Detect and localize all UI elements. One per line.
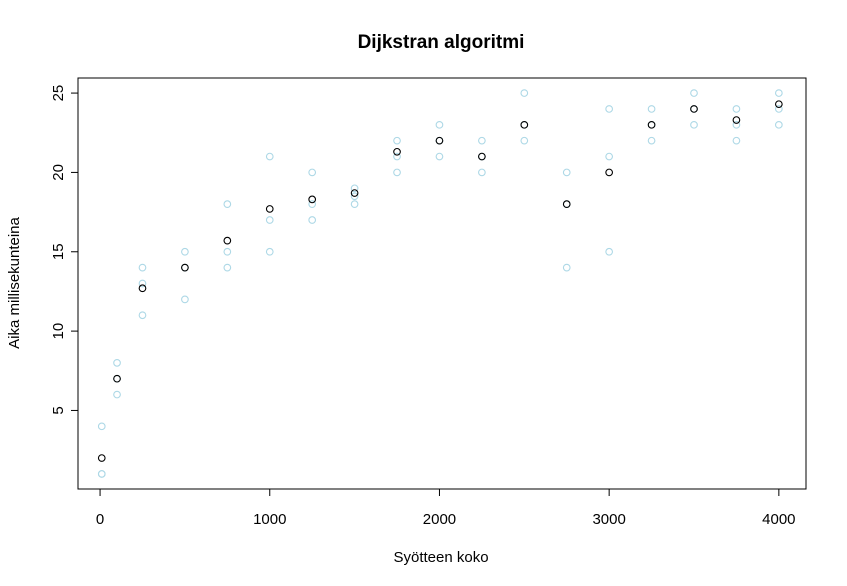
data-point — [181, 263, 189, 272]
data-point — [562, 263, 571, 272]
y-tick-label: 10 — [50, 323, 67, 340]
data-point — [393, 152, 401, 161]
data-point — [308, 195, 317, 204]
data-point — [393, 136, 401, 145]
series-1 — [97, 89, 783, 431]
data-point — [732, 116, 741, 124]
data-point — [393, 147, 401, 156]
y-tick-label: 20 — [50, 164, 67, 181]
data-point — [350, 189, 359, 197]
data-point — [478, 152, 486, 161]
data-point — [350, 200, 359, 209]
plot-frame — [77, 77, 807, 490]
data-point — [774, 89, 783, 97]
data-point — [265, 205, 274, 213]
data-point — [690, 105, 698, 113]
data-point — [732, 105, 741, 113]
data-point — [138, 263, 147, 272]
data-point — [774, 100, 783, 109]
x-axis-label: Syötteen koko — [393, 549, 488, 566]
data-point — [732, 136, 741, 145]
data-point — [690, 120, 698, 129]
data-point — [478, 168, 486, 177]
data-point — [223, 247, 232, 256]
data-point — [138, 279, 147, 288]
data-point — [181, 247, 189, 256]
data-point — [605, 152, 614, 161]
data-point — [350, 184, 359, 193]
data-point — [435, 152, 444, 161]
data-point — [647, 105, 656, 113]
x-tick-label: 4000 — [762, 511, 795, 528]
data-point — [478, 136, 486, 145]
data-point — [308, 200, 317, 209]
data-point — [562, 168, 571, 177]
data-point — [690, 89, 698, 97]
series-3 — [97, 105, 783, 478]
data-point — [181, 295, 189, 304]
data-point — [265, 216, 274, 224]
data-point — [97, 454, 106, 462]
data-point — [97, 470, 106, 478]
y-tick-label: 25 — [50, 85, 67, 102]
data-point — [647, 120, 656, 129]
data-point — [774, 105, 783, 113]
x-tick-label: 3000 — [592, 511, 625, 528]
data-point — [223, 200, 232, 209]
data-point — [605, 168, 614, 177]
x-tick-label: 0 — [96, 511, 104, 528]
data-point — [265, 247, 274, 256]
x-tick-label: 1000 — [253, 511, 286, 528]
data-point — [520, 120, 529, 129]
y-axis: 5 10 15 20 25 — [50, 85, 79, 415]
data-point — [774, 120, 783, 129]
data-point — [138, 311, 147, 320]
series-4 — [97, 100, 783, 462]
data-point — [138, 284, 147, 293]
data-point — [520, 89, 529, 97]
data-point — [223, 263, 232, 272]
data-point — [605, 247, 614, 256]
chart-title: Dijkstran algoritmi — [358, 32, 525, 53]
y-tick-label: 5 — [50, 406, 67, 414]
data-point — [265, 152, 274, 161]
data-point — [520, 136, 529, 145]
data-point — [97, 422, 106, 431]
data-point — [647, 136, 656, 145]
x-axis: 0 1000 2000 3000 4000 — [96, 488, 796, 528]
data-points — [97, 89, 783, 478]
data-point — [308, 216, 317, 224]
data-point — [113, 358, 121, 367]
y-axis-label: Aika millisekunteina — [6, 216, 23, 348]
data-point — [732, 120, 741, 129]
data-point — [223, 236, 232, 245]
data-point — [605, 105, 614, 113]
data-point — [113, 390, 121, 399]
data-point — [435, 120, 444, 129]
data-point — [113, 374, 121, 383]
y-tick-label: 15 — [50, 243, 67, 260]
data-point — [350, 192, 359, 201]
data-point — [308, 168, 317, 177]
data-point — [393, 168, 401, 177]
x-tick-label: 2000 — [423, 511, 456, 528]
data-point — [562, 200, 571, 209]
series-2 — [97, 120, 783, 478]
data-point — [435, 136, 444, 145]
